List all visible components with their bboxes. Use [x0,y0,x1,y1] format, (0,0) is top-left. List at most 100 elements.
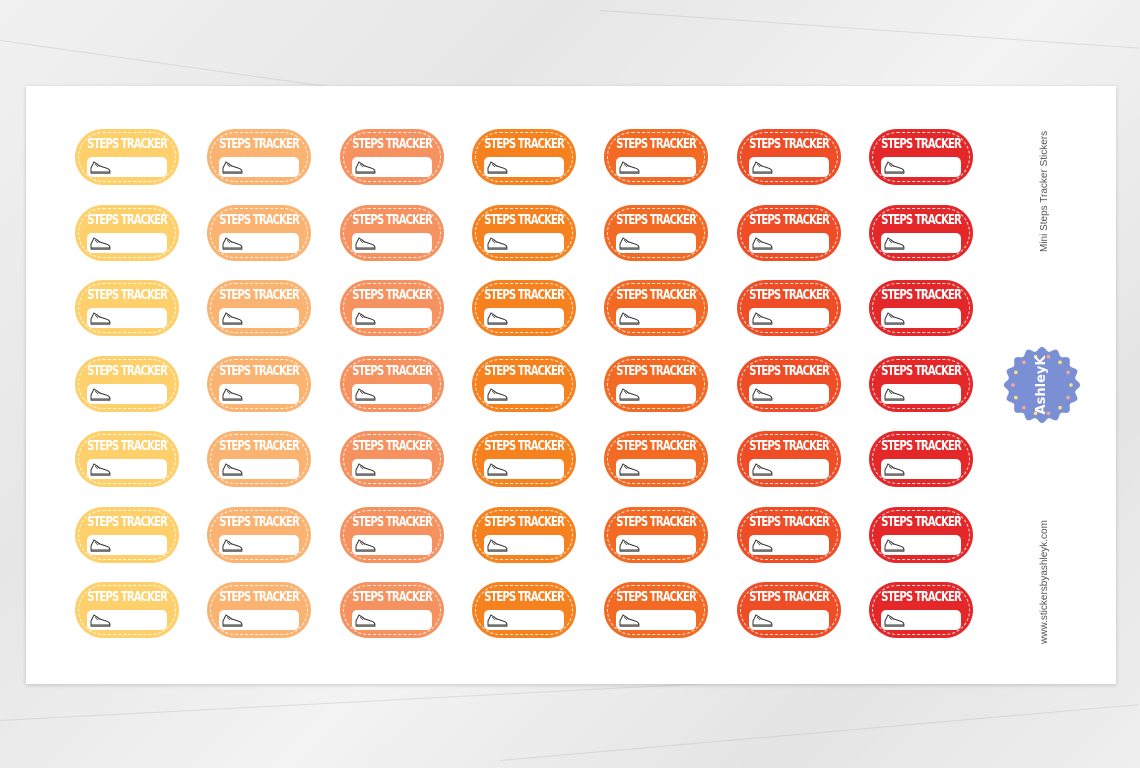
sneaker-icon [618,159,640,175]
steps-tracker-sticker: STEPS TRACKER [207,431,312,487]
stitch-border [342,585,441,635]
sticker-label: STEPS TRACKER [483,514,565,530]
stitch-border [474,358,573,409]
write-in-box [616,610,697,630]
steps-tracker-sticker: STEPS TRACKER [604,129,709,185]
steps-tracker-sticker: STEPS TRACKER [339,431,444,487]
website-text: www.stickersbyashleyk.com [1039,520,1050,644]
sneaker-icon [883,310,905,326]
sheet-title: Mini Steps Tracker Stickers [1039,130,1050,252]
stitch-border [78,283,176,333]
sticker-label: STEPS TRACKER [483,590,565,605]
stitch-border [871,358,970,409]
write-in-box [219,383,300,404]
steps-tracker-sticker: STEPS TRACKER [471,204,576,261]
steps-tracker-sticker: STEPS TRACKER [75,129,179,185]
sneaker-icon [354,235,376,251]
sticker-label: STEPS TRACKER [483,137,565,152]
stitch-border [474,509,573,560]
stitch-border [78,585,176,635]
sticker-label: STEPS TRACKER [219,212,300,228]
stitch-border [607,132,706,182]
sneaker-icon [486,461,508,477]
sneaker-icon [221,159,243,175]
ashleyk-logo: AshleyK [1003,346,1081,424]
sneaker-icon [618,235,640,251]
sticker-label: STEPS TRACKER [880,439,962,454]
stitch-border [210,283,309,333]
sneaker-icon [486,235,508,251]
stitch-border [342,132,441,182]
write-in-box [748,308,829,328]
sticker-label: STEPS TRACKER [219,137,300,152]
stitch-border [210,585,309,635]
steps-tracker-sticker: STEPS TRACKER [868,280,973,336]
sticker-label: STEPS TRACKER [87,514,168,530]
write-in-box [87,308,167,328]
stitch-border [78,434,176,484]
stitch-border [78,132,176,182]
steps-tracker-sticker: STEPS TRACKER [736,280,841,336]
sneaker-icon [618,612,640,628]
sneaker-icon [221,612,243,628]
steps-tracker-sticker: STEPS TRACKER [207,355,312,412]
sneaker-icon [751,386,773,402]
heart-dot [1033,354,1038,359]
sneaker-icon [89,461,111,477]
steps-tracker-sticker: STEPS TRACKER [604,280,709,336]
write-in-box [351,157,432,177]
heart-dot [1011,383,1015,387]
write-in-box [87,383,167,404]
sticker-label: STEPS TRACKER [87,363,168,379]
sneaker-icon [883,461,905,477]
heart-dot [1066,395,1070,400]
write-in-box [351,610,432,630]
stitch-border [342,434,441,484]
sneaker-icon [221,235,243,251]
steps-tracker-sticker: STEPS TRACKER [604,431,709,487]
stitch-border [871,509,970,560]
sticker-label: STEPS TRACKER [748,212,830,228]
sticker-label: STEPS TRACKER [219,439,300,454]
sticker-label: STEPS TRACKER [483,363,565,379]
sneaker-icon [221,310,243,326]
steps-tracker-sticker: STEPS TRACKER [207,506,312,563]
write-in-box [351,534,432,555]
write-in-box [880,383,961,404]
sticker-label: STEPS TRACKER [616,439,697,454]
sticker-label: STEPS TRACKER [219,363,300,379]
sticker-label: STEPS TRACKER [616,288,697,303]
sticker-label: STEPS TRACKER [616,590,697,605]
sticker-label: STEPS TRACKER [351,514,433,530]
write-in-box [748,459,829,479]
steps-tracker-sticker: STEPS TRACKER [471,355,576,412]
sticker-label: STEPS TRACKER [483,212,565,228]
stitch-border [871,132,970,182]
sneaker-icon [618,310,640,326]
heart-dot [1014,395,1018,400]
steps-tracker-sticker: STEPS TRACKER [207,204,312,261]
sneaker-icon [354,159,376,175]
steps-tracker-sticker: STEPS TRACKER [339,280,444,336]
stitch-border [607,207,706,258]
sticker-label: STEPS TRACKER [748,590,830,605]
sticker-label: STEPS TRACKER [748,439,830,454]
write-in-box [616,459,697,479]
steps-tracker-sticker: STEPS TRACKER [868,506,973,563]
sneaker-icon [618,386,640,402]
stitch-border [210,358,309,409]
sneaker-icon [486,310,508,326]
stitch-border [739,132,838,182]
write-in-box [483,459,564,479]
write-in-box [219,534,300,555]
stitch-border [342,207,441,258]
sneaker-icon [751,612,773,628]
steps-tracker-sticker: STEPS TRACKER [604,582,709,638]
sticker-label: STEPS TRACKER [483,288,565,303]
stitch-border [210,207,309,258]
sticker-label: STEPS TRACKER [748,363,830,379]
stitch-border [739,207,838,258]
sneaker-icon [883,159,905,175]
write-in-box [483,157,564,177]
sticker-label: STEPS TRACKER [616,514,697,530]
